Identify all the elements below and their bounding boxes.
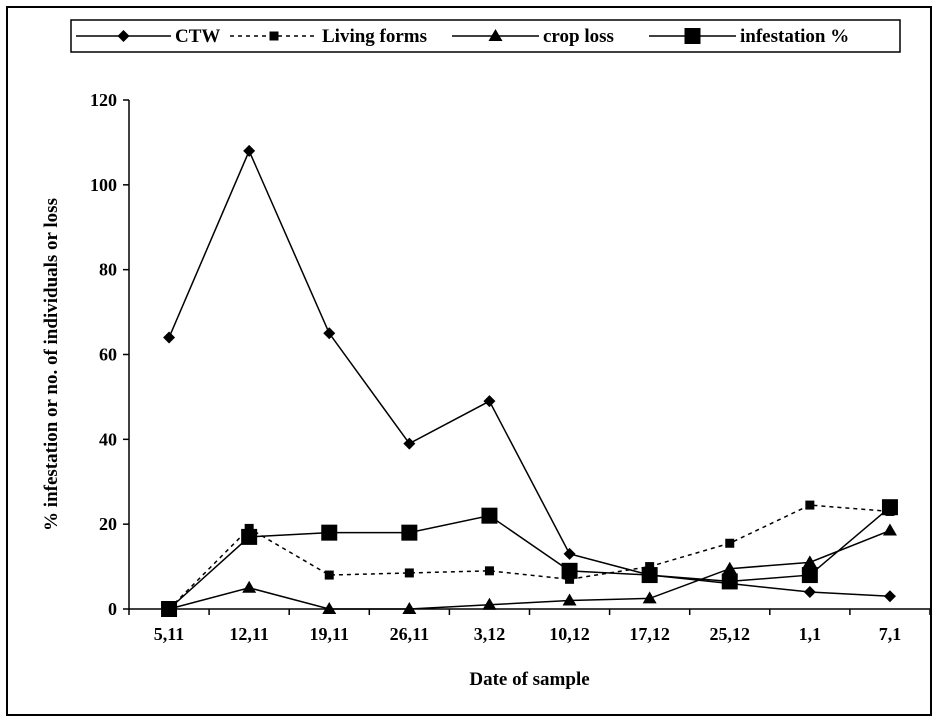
data-point [725,538,735,548]
data-point [324,570,334,580]
data-point [645,562,655,572]
series-living-forms [164,500,895,614]
data-point [563,547,576,560]
y-axis-title: % infestation or no. of individuals or l… [41,198,62,531]
series-line-infestation [168,506,891,610]
data-point [242,580,257,593]
legend-marker [684,28,701,44]
x-tick-label: 10,12 [549,624,590,644]
data-point [562,593,577,606]
series-line-living-forms [168,504,891,610]
y-tick-label: 120 [90,90,117,110]
y-axis-ticks: 0 20 40 60 80 100 120 [90,90,129,619]
y-tick-label: 40 [99,429,117,449]
x-tick-label: 12,11 [229,624,269,644]
legend-marker [269,31,279,41]
data-point [722,561,737,574]
data-point [321,524,338,541]
data-point [163,331,176,344]
data-point [482,597,497,610]
legend-label: Living forms [322,26,427,47]
x-tick-label: 26,11 [390,624,430,644]
chart-frame: CTW Living forms crop loss infestation % 0 2… [6,6,932,716]
data-point [805,500,815,510]
data-point [801,567,818,584]
series-ctw [163,144,896,603]
x-tick-label: 25,12 [710,624,751,644]
x-tick-label: 5,11 [154,624,185,644]
data-point [481,507,498,524]
data-point [803,586,816,599]
data-point [802,555,817,568]
data-point [243,144,256,157]
legend-entry-crop-loss: crop loss [452,26,614,47]
series-line-crop-loss [168,529,891,610]
legend-marker [117,30,130,42]
data-point [642,591,657,604]
data-point [322,602,337,614]
data-point [323,327,336,340]
series-group [161,144,898,617]
x-axis-title: Date of sample [469,669,589,690]
legend-entry-infestation: infestation % [649,26,849,47]
y-tick-label: 20 [99,514,117,534]
data-point [401,524,418,541]
y-tick-label: 100 [90,175,117,195]
data-point [241,528,258,545]
data-point [721,573,738,590]
series-crop-loss [162,523,897,614]
data-point [641,567,658,584]
legend: CTW Living forms crop loss infestation % [70,19,901,53]
data-point [883,590,896,603]
series-infestation [161,499,898,617]
series-line-ctw [168,149,890,598]
legend-label: CTW [175,26,220,47]
x-tick-label: 1,1 [799,624,822,644]
x-tick-label: 3,12 [474,624,506,644]
line-chart: CTW Living forms crop loss infestation % 0 2… [41,19,931,690]
legend-label: infestation % [740,26,849,47]
legend-entry-ctw: CTW [76,26,220,47]
x-tick-label: 19,11 [309,624,349,644]
x-tick-label: 7,1 [879,624,902,644]
data-point [161,601,178,617]
x-axis-ticks: 5,11 12,11 19,11 26,11 3,12 10,12 17,12 25,12 1,… [128,609,931,644]
x-tick-label: 17,12 [629,624,670,644]
y-tick-label: 0 [108,599,117,619]
y-tick-label: 60 [99,345,117,365]
data-point [565,574,575,584]
legend-marker [488,29,503,41]
data-point [882,523,897,536]
legend-label: crop loss [543,26,614,47]
data-point [244,523,254,533]
legend-entry-living-forms: Living forms [230,26,427,47]
data-point [561,562,578,579]
y-tick-label: 80 [99,260,117,280]
data-point [881,499,898,516]
data-point [403,437,416,450]
data-point [404,568,414,578]
data-point [402,602,417,614]
data-point [484,566,494,576]
data-point [483,395,496,408]
